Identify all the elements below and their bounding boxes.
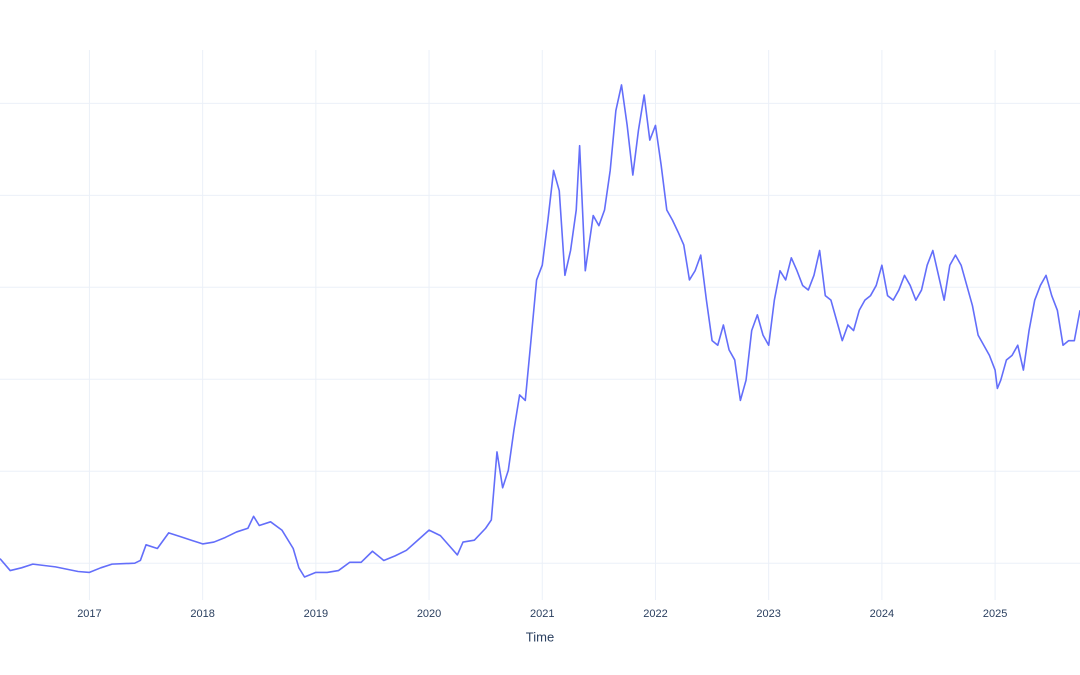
x-axis-title: Time bbox=[526, 629, 554, 644]
x-tick-label: 2018 bbox=[190, 608, 214, 620]
x-tick-label: 2017 bbox=[77, 608, 101, 620]
x-tick-label: 2024 bbox=[870, 608, 894, 620]
x-tick-label: 2019 bbox=[304, 608, 328, 620]
x-tick-label: 2022 bbox=[643, 608, 667, 620]
x-tick-label: 2023 bbox=[756, 608, 780, 620]
x-tick-label: 2025 bbox=[983, 608, 1007, 620]
x-tick-label: 2020 bbox=[417, 608, 441, 620]
x-tick-label: 2021 bbox=[530, 608, 554, 620]
line-series bbox=[0, 84, 1080, 578]
